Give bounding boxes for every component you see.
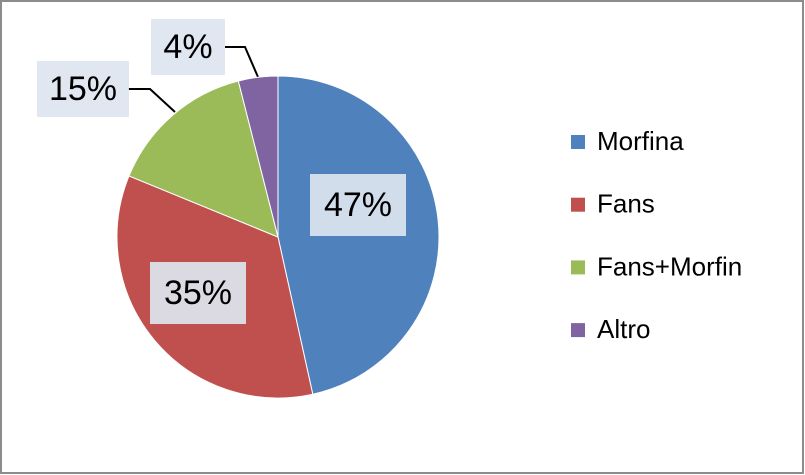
- data-label: 15%: [49, 70, 117, 108]
- legend-label: Fans+Morfin: [597, 251, 742, 281]
- label-box: [37, 61, 129, 117]
- label-box: [310, 174, 406, 236]
- data-label: 47%: [324, 186, 392, 224]
- data-label: 4%: [163, 28, 212, 66]
- legend-swatch: [571, 260, 585, 275]
- legend-swatch: [571, 135, 585, 149]
- leader-line: [225, 46, 259, 78]
- data-label: 35%: [164, 274, 232, 312]
- legend-label: Altro: [597, 314, 650, 344]
- label-box: [151, 19, 225, 75]
- legend-swatch: [571, 197, 585, 212]
- label-box: [150, 262, 246, 324]
- pie-slice: [237, 75, 279, 238]
- legend-label: Fans: [597, 189, 655, 219]
- legend-swatch: [571, 323, 585, 338]
- leader-line: [128, 88, 176, 113]
- pie-slice: [128, 80, 279, 238]
- legend-label: Morfina: [597, 126, 684, 156]
